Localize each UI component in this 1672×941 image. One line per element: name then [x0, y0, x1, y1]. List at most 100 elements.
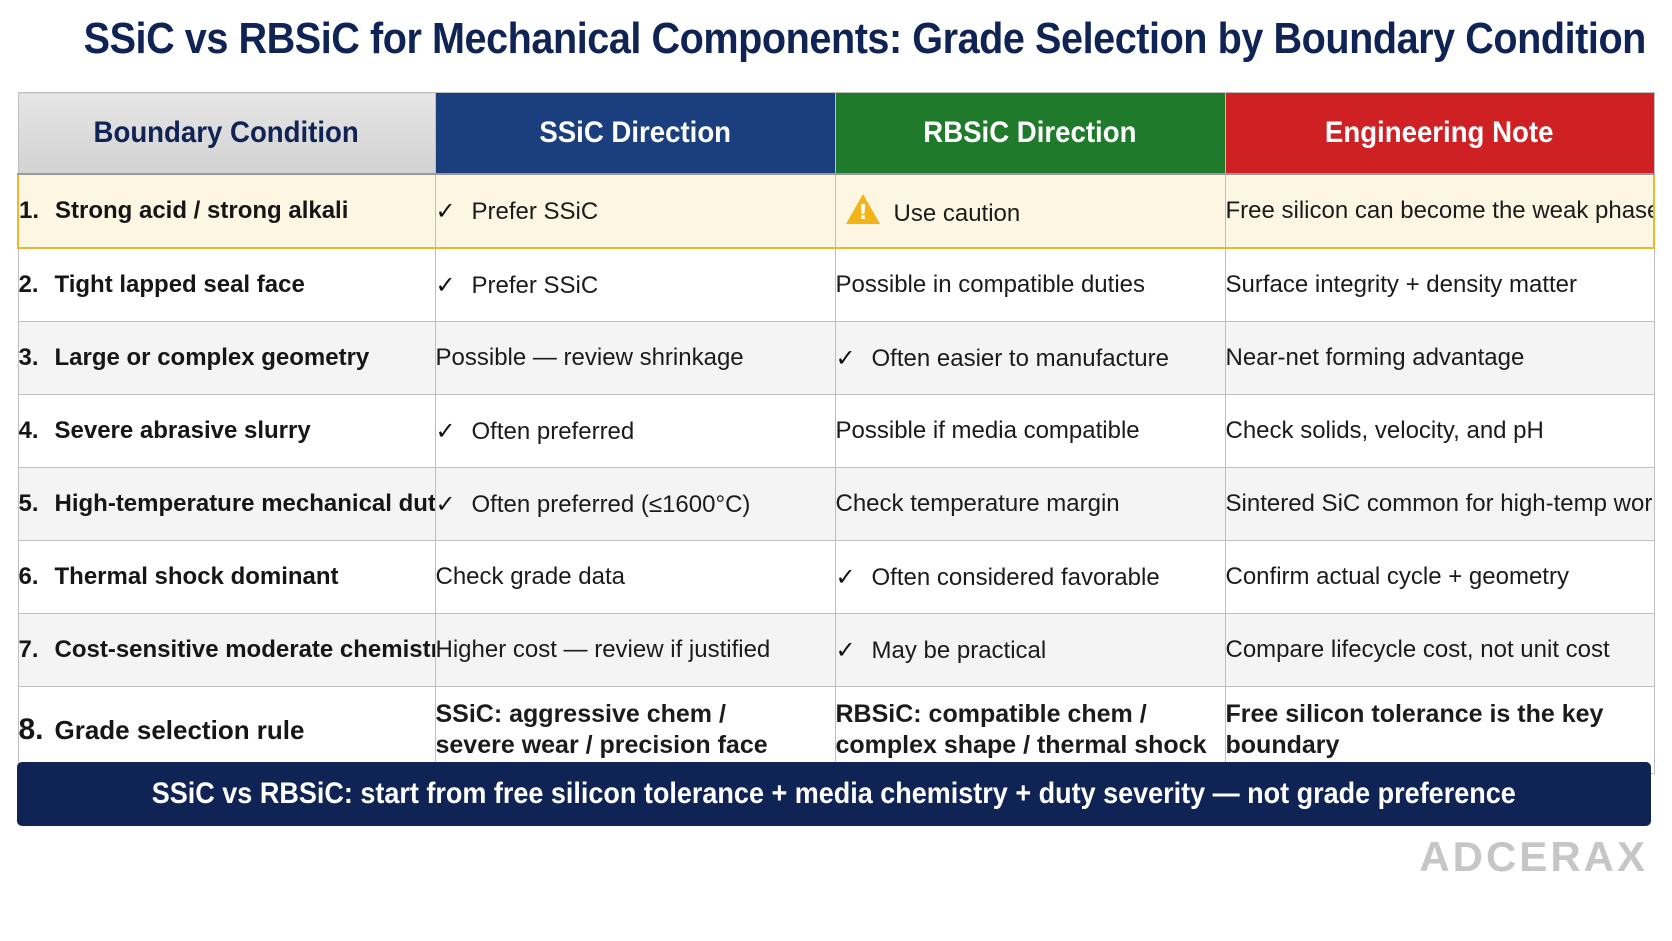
ssic-cell: Higher cost — review if justified	[434, 613, 836, 687]
condition-text: High-temperature mechanical duty	[54, 490, 435, 517]
rbsic-cell: Possible if media compatible	[834, 394, 1226, 468]
rbsic-cell: ✓ Often easier to manufacture	[834, 321, 1226, 395]
row-number: 5.	[18, 490, 39, 517]
condition-text: Severe abrasive slurry	[54, 417, 311, 444]
row-number: 7.	[18, 636, 39, 663]
table-row: 6. Thermal shock dominant Check grade data…	[17, 540, 1655, 614]
warning-icon	[845, 194, 880, 224]
row-number: 6.	[18, 563, 39, 590]
ssic-cell-text: Prefer SSiC	[471, 197, 599, 225]
note-cell-text: Check solids, velocity, and pH	[1225, 417, 1544, 444]
note-cell-text: Surface integrity + density matter	[1225, 271, 1577, 298]
condition-cell: 6. Thermal shock dominant	[17, 540, 436, 614]
condition-text: Large or complex geometry	[54, 344, 370, 371]
table-row: 3. Large or complex geometry Possible — re…	[17, 321, 1655, 395]
check-icon: ✓	[435, 417, 456, 445]
table-row: 4. Severe abrasive slurry ✓ Often preferred…	[17, 394, 1655, 468]
row-number: 3.	[18, 344, 39, 371]
condition-cell: 5. High-temperature mechanical duty	[17, 467, 436, 541]
rbsic-cell-text: Possible in compatible duties	[835, 271, 1146, 298]
note-cell: Free silicon can become the weak phase	[1224, 173, 1655, 249]
note-cell: Near-net forming advantage	[1224, 321, 1655, 395]
condition-text: Tight lapped seal face	[54, 271, 305, 298]
rbsic-cell-text: Use caution	[893, 200, 1021, 227]
condition-text: Strong acid / strong alkali	[55, 197, 349, 224]
condition-cell: 1. Strong acid / strong alkali	[17, 173, 436, 249]
condition-cell: 7. Cost-sensitive moderate chemistry	[17, 613, 436, 687]
ssic-cell-text: Often preferred (≤1600°C)	[471, 490, 751, 518]
rule-rbsic-line1: RBSiC: compatible chem /	[835, 700, 1147, 728]
grade-selection-table: Boundary Condition SSiC Direction RBSiC …	[17, 92, 1655, 774]
table-row: 7. Cost-sensitive moderate chemistry Highe…	[17, 613, 1655, 687]
ssic-cell: Check grade data	[434, 540, 836, 614]
ssic-cell-text: Possible — review shrinkage	[435, 344, 744, 371]
rbsic-cell-text: Often considered favorable	[871, 563, 1160, 591]
rule-rbsic-line2: complex shape / thermal shock	[835, 731, 1207, 759]
rule-note-text: Free silicon tolerance is the key bounda…	[1225, 700, 1604, 759]
note-cell: Surface integrity + density matter	[1224, 247, 1655, 322]
header-rbsic-direction: RBSiC Direction	[834, 92, 1226, 175]
rbsic-cell-text: May be practical	[871, 636, 1047, 664]
rbsic-cell: Possible in compatible duties	[834, 247, 1226, 322]
ssic-cell-text: Prefer SSiC	[471, 271, 599, 299]
condition-text: Thermal shock dominant	[54, 563, 339, 590]
ssic-cell: ✓ Often preferred	[434, 394, 836, 468]
condition-text: Cost-sensitive moderate chemistry	[54, 636, 435, 663]
note-cell-text: Free silicon can become the weak phase	[1225, 197, 1654, 224]
note-cell: Compare lifecycle cost, not unit cost	[1224, 613, 1655, 687]
rule-ssic-line2: severe wear / precision face	[435, 731, 768, 759]
ssic-cell: ✓ Often preferred (≤1600°C)	[434, 467, 836, 541]
table-row: 5. High-temperature mechanical duty ✓ Often…	[17, 467, 1655, 541]
ssic-cell-text: Higher cost — review if justified	[435, 636, 771, 663]
rule-rbsic-cell: RBSiC: compatible chem / complex shape /…	[834, 686, 1226, 774]
row-number: 8.	[18, 713, 44, 746]
note-cell-text: Compare lifecycle cost, not unit cost	[1225, 636, 1610, 663]
check-icon: ✓	[835, 636, 856, 664]
note-cell: Sintered SiC common for high-temp work	[1224, 467, 1655, 541]
row-number: 1.	[19, 197, 40, 224]
table-row-rule: 8. Grade selection rule SSiC: aggressive …	[17, 686, 1655, 774]
condition-cell: 3. Large or complex geometry	[17, 321, 436, 395]
ssic-cell: Possible — review shrinkage	[434, 321, 836, 395]
rbsic-cell-text: Often easier to manufacture	[871, 344, 1170, 372]
check-icon: ✓	[435, 271, 456, 299]
summary-banner: SSiC vs RBSiC: start from free silicon t…	[17, 762, 1651, 826]
page-title: SSiC vs RBSiC for Mechanical Components:…	[83, 14, 1647, 63]
rbsic-cell: ✓ May be practical	[834, 613, 1226, 687]
note-cell: Confirm actual cycle + geometry	[1224, 540, 1655, 614]
rbsic-cell-text: Possible if media compatible	[835, 417, 1140, 444]
condition-cell: 2. Tight lapped seal face	[17, 247, 436, 322]
row-number: 4.	[18, 417, 39, 444]
check-icon: ✓	[835, 344, 856, 372]
rule-condition-text: Grade selection rule	[54, 715, 305, 745]
summary-banner-text: SSiC vs RBSiC: start from free silicon t…	[152, 777, 1516, 810]
check-icon: ✓	[435, 197, 456, 225]
table-header-row: Boundary Condition SSiC Direction RBSiC …	[17, 92, 1655, 175]
note-cell-text: Near-net forming advantage	[1225, 344, 1525, 371]
rule-ssic-cell: SSiC: aggressive chem / severe wear / pr…	[434, 686, 836, 774]
rbsic-cell: Use caution	[834, 173, 1226, 249]
condition-cell: 4. Severe abrasive slurry	[17, 394, 436, 468]
row-number: 2.	[18, 271, 39, 298]
header-boundary-condition: Boundary Condition	[17, 92, 436, 175]
rbsic-cell-text: Check temperature margin	[835, 490, 1120, 517]
ssic-cell-text: Often preferred	[471, 417, 635, 445]
check-icon: ✓	[835, 563, 856, 591]
rule-ssic-line1: SSiC: aggressive chem /	[435, 700, 726, 728]
ssic-cell: ✓ Prefer SSiC	[434, 247, 836, 322]
note-cell-text: Sintered SiC common for high-temp work	[1225, 490, 1654, 517]
ssic-cell-text: Check grade data	[435, 563, 625, 590]
rule-condition-cell: 8. Grade selection rule	[17, 686, 436, 774]
ssic-cell: ✓ Prefer SSiC	[434, 173, 836, 249]
header-engineering-note: Engineering Note	[1224, 92, 1655, 175]
check-icon: ✓	[435, 490, 456, 518]
rule-note-cell: Free silicon tolerance is the key bounda…	[1224, 686, 1655, 774]
rbsic-cell: Check temperature margin	[834, 467, 1226, 541]
header-ssic-direction: SSiC Direction	[434, 92, 836, 175]
table-row: 2. Tight lapped seal face ✓ Prefer SSiC Poss…	[17, 247, 1655, 322]
rbsic-cell: ✓ Often considered favorable	[834, 540, 1226, 614]
brand-logo: ADCERAX	[1419, 833, 1648, 880]
note-cell: Check solids, velocity, and pH	[1224, 394, 1655, 468]
table-row: 1. Strong acid / strong alkali ✓ Prefer SSi…	[17, 173, 1655, 249]
note-cell-text: Confirm actual cycle + geometry	[1225, 563, 1569, 590]
